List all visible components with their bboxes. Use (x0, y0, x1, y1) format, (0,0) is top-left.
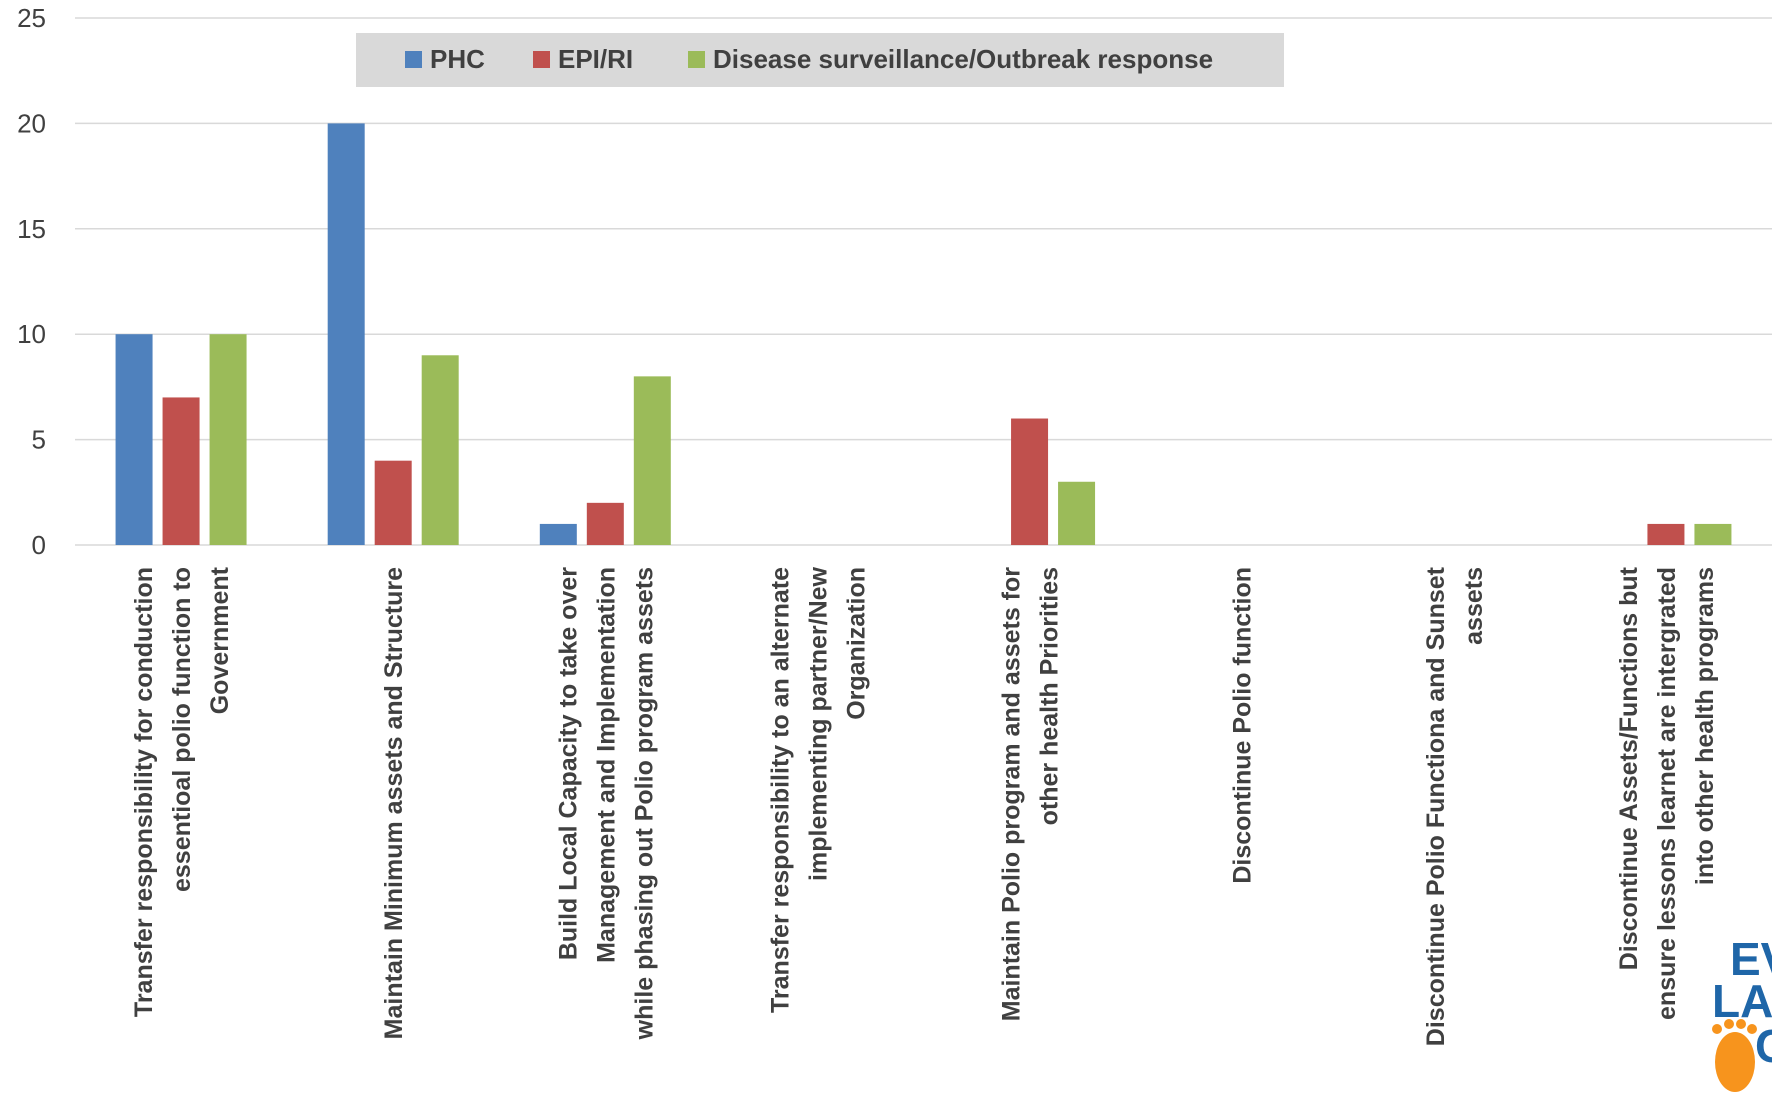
x-tick-label: Discontinue Assets/Functions but ensure l… (1615, 566, 1719, 1020)
y-tick-label: 15 (17, 214, 46, 244)
y-axis: 0 5 10 15 20 25 (17, 3, 46, 560)
y-tick-label: 20 (17, 108, 46, 138)
y-tick-label: 0 (32, 530, 46, 560)
bar-phc-2 (539, 523, 577, 545)
y-tick-label: 5 (32, 425, 46, 455)
x-tick-label-line: Transfer responsibility to an alternate (766, 567, 794, 1013)
x-tick-label: Build Local Capacity to take over Managem… (554, 567, 658, 1041)
x-tick-label: Maintain Polio program and assets for oth… (998, 567, 1064, 1022)
x-tick-label-line: essentioal polio function to (168, 567, 196, 892)
x-tick-label-line: Discontinue Polio function (1229, 567, 1257, 884)
bar-epi-ri-1 (374, 460, 412, 545)
legend-swatch (688, 51, 705, 68)
x-tick-label-line: assets (1460, 567, 1488, 645)
logo-line-2: LAST (1712, 975, 1772, 1027)
x-tick-label-line: Transfer responsibility for conduction (130, 567, 158, 1017)
bar-disease-surveillance-outbreak-response-2 (633, 376, 671, 545)
legend-swatch (533, 51, 550, 68)
bars (115, 123, 1732, 546)
x-tick-label-line: Discontinue Assets/Functions but (1615, 566, 1643, 970)
x-tick-label: Discontinue Polio Functiona and Sunset as… (1422, 566, 1488, 1046)
x-tick-label: Transfer responsibility for conduction es… (130, 566, 234, 1017)
bar-epi-ri-0 (162, 397, 200, 545)
x-tick-label-line: Management and Implementation (592, 567, 620, 963)
legend-label: EPI/RI (558, 44, 633, 74)
footprint-icon (1712, 1019, 1757, 1092)
x-tick-label-line: Build Local Capacity to take over (554, 567, 582, 960)
bar-phc-0 (115, 334, 153, 545)
bar-disease-surveillance-outbreak-response-4 (1058, 481, 1096, 545)
legend: PHC EPI/RI Disease surveillance/Outbreak r… (356, 33, 1284, 87)
x-tick-label-line: Maintain Minimum assets and Structure (380, 567, 408, 1039)
x-tick-label: Discontinue Polio function (1229, 567, 1257, 884)
logo-line-1: EVI (1730, 933, 1772, 985)
logo-line-3: C (1755, 1020, 1772, 1072)
x-tick-label-line: ensure lessons learnet are intergrated (1653, 567, 1681, 1020)
legend-box (356, 33, 1284, 87)
x-tick-label-line: Organization (842, 567, 870, 720)
legend-label: PHC (430, 44, 485, 74)
x-tick-label-line: implementing partner/New (804, 566, 832, 880)
x-tick-label-line: while phasing out Polio program assets (630, 567, 658, 1040)
bar-phc-1 (327, 123, 365, 546)
y-tick-label: 25 (17, 3, 46, 33)
bar-disease-surveillance-outbreak-response-0 (209, 334, 247, 545)
logo: EVI LAST C (1712, 933, 1772, 1092)
bar-disease-surveillance-outbreak-response-1 (421, 355, 459, 545)
x-tick-label-line: other health Priorities (1036, 567, 1064, 825)
x-tick-label-line: Government (206, 566, 234, 714)
bar-disease-surveillance-outbreak-response-7 (1694, 523, 1732, 545)
x-tick-label: Transfer responsibility to an alternate i… (766, 566, 870, 1013)
bar-epi-ri-2 (586, 502, 624, 545)
legend-swatch (405, 51, 422, 68)
x-tick-label-line: Maintain Polio program and assets for (998, 567, 1026, 1022)
bar-epi-ri-4 (1011, 418, 1049, 545)
bar-epi-ri-7 (1647, 523, 1685, 545)
legend-label: Disease surveillance/Outbreak response (713, 44, 1213, 74)
y-tick-label: 10 (17, 319, 46, 349)
x-tick-label-line: Discontinue Polio Functiona and Sunset (1422, 566, 1450, 1046)
x-tick-label-line: into other health programs (1691, 567, 1719, 885)
x-tick-label: Maintain Minimum assets and Structure (380, 567, 408, 1039)
x-axis-labels: Transfer responsibility for conduction es… (130, 566, 1719, 1046)
